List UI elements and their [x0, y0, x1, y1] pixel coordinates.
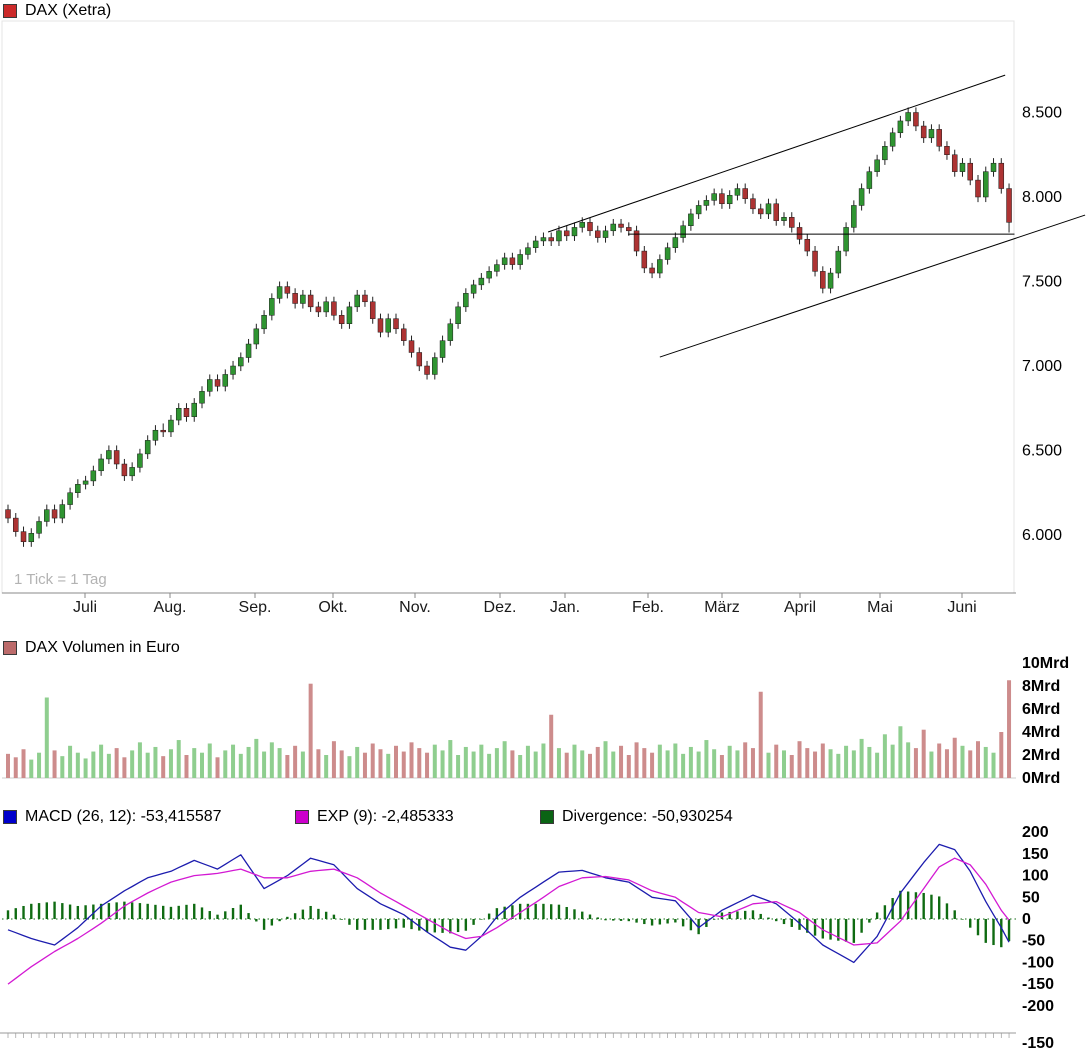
divergence-series-label: Divergence: -50,930254 [562, 808, 733, 825]
svg-text:7.000: 7.000 [1022, 358, 1062, 375]
svg-text:-150: -150 [1022, 976, 1054, 993]
svg-text:0Mrd: 0Mrd [1022, 770, 1060, 787]
macd-legend: MACD (26, 12): -53,415587 EXP (9): -2,48… [0, 808, 1090, 825]
y-axis-labels: 8.500 8.000 7.500 7.000 6.500 6.000 [1022, 105, 1062, 545]
macd-legend-item-divergence: Divergence: -50,930254 [540, 808, 733, 825]
volume-chart-legend: DAX Volumen in Euro [3, 639, 180, 656]
macd-legend-item-exp: EXP (9): -2,485333 [295, 808, 454, 825]
price-chart-legend: DAX (Xetra) [3, 2, 112, 19]
candles-layer [5, 107, 1012, 547]
svg-text:10Mrd: 10Mrd [1022, 655, 1069, 672]
price-candlestick-chart: Juli Aug. Sep. Okt. Nov. Dez. Jan. Feb. März Apri… [1, 20, 1086, 616]
svg-text:Dez.: Dez. [484, 599, 517, 616]
volume-bar-chart: 10Mrd 8Mrd 6Mrd 4Mrd 2Mrd 0Mrd [2, 655, 1069, 787]
volume-bars-layer [6, 680, 1012, 778]
svg-text:8.500: 8.500 [1022, 105, 1062, 122]
upper-channel-line [547, 74, 1006, 233]
svg-text:8Mrd: 8Mrd [1022, 678, 1060, 695]
svg-text:6.000: 6.000 [1022, 527, 1062, 544]
volume-axis-labels: 10Mrd 8Mrd 6Mrd 4Mrd 2Mrd 0Mrd [1022, 655, 1069, 787]
svg-text:2Mrd: 2Mrd [1022, 747, 1060, 764]
svg-text:6.500: 6.500 [1022, 443, 1062, 460]
divergence-histogram-layer [6, 890, 1011, 948]
svg-text:0: 0 [1022, 911, 1031, 928]
svg-text:4Mrd: 4Mrd [1022, 724, 1060, 741]
macd-legend-item-macd: MACD (26, 12): -53,415587 [3, 808, 222, 825]
svg-text:Juni: Juni [947, 599, 976, 616]
price-series-swatch-icon [3, 4, 17, 18]
svg-text:6Mrd: 6Mrd [1022, 701, 1060, 718]
macd-series-label: MACD (26, 12): -53,415587 [25, 808, 222, 825]
svg-text:-150: -150 [1022, 1035, 1054, 1052]
exp-series-label: EXP (9): -2,485333 [317, 808, 454, 825]
svg-text:8.000: 8.000 [1022, 189, 1062, 206]
svg-text:150: 150 [1022, 846, 1049, 863]
svg-text:100: 100 [1022, 868, 1049, 885]
volume-series-swatch-icon [3, 641, 17, 655]
svg-text:-50: -50 [1022, 933, 1045, 950]
x-axis: Juli Aug. Sep. Okt. Nov. Dez. Jan. Feb. März Apri… [2, 592, 1016, 616]
svg-text:Nov.: Nov. [399, 599, 431, 616]
svg-text:50: 50 [1022, 889, 1040, 906]
macd-axis-labels: 200 150 100 50 0 -50 -100 -150 -200 [1022, 826, 1054, 1015]
svg-text:-200: -200 [1022, 998, 1054, 1015]
macd-series-swatch-icon [3, 810, 17, 824]
svg-text:März: März [704, 599, 740, 616]
plot-frame [1, 20, 1015, 594]
svg-text:Mai: Mai [867, 599, 893, 616]
svg-text:200: 200 [1022, 826, 1049, 841]
volume-chart-title: DAX Volumen in Euro [25, 639, 180, 656]
svg-text:7.500: 7.500 [1022, 274, 1062, 291]
lower-channel-line [659, 214, 1086, 358]
divergence-series-swatch-icon [540, 810, 554, 824]
svg-text:Okt.: Okt. [318, 599, 347, 616]
svg-text:Sep.: Sep. [239, 599, 272, 616]
exp-line-layer [7, 857, 1010, 985]
price-chart-title: DAX (Xetra) [25, 2, 112, 19]
tick-note: 1 Tick = 1 Tag [14, 571, 107, 588]
svg-text:Feb.: Feb. [632, 599, 664, 616]
macd-line-layer [7, 843, 1010, 964]
svg-text:1 Tick = 1 Tag: 1 Tick = 1 Tag [14, 571, 107, 588]
trendlines-layer [547, 74, 1086, 358]
svg-text:Aug.: Aug. [154, 599, 187, 616]
svg-text:-100: -100 [1022, 954, 1054, 971]
bottom-time-axis: -150 [0, 1032, 1054, 1052]
svg-text:Jan.: Jan. [550, 599, 580, 616]
macd-indicator-chart: 200 150 100 50 0 -50 -100 -150 -200 -150 [0, 826, 1054, 1052]
exp-series-swatch-icon [295, 810, 309, 824]
svg-text:Juli: Juli [73, 599, 97, 616]
svg-text:April: April [784, 599, 816, 616]
